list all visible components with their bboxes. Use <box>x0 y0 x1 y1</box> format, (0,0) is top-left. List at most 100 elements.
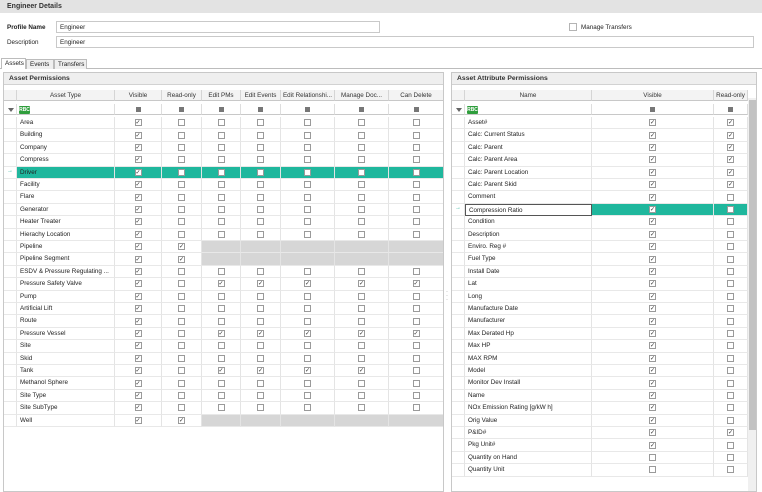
permission-checkbox[interactable]: ✓ <box>134 280 142 288</box>
row-name-cell[interactable]: Calc: Current Status <box>465 129 592 142</box>
row-name-cell[interactable]: ESDV & Pressure Regulating ... <box>17 265 115 279</box>
permission-checkbox[interactable] <box>727 243 734 251</box>
permission-cell[interactable] <box>162 191 202 204</box>
permission-cell[interactable] <box>202 352 241 365</box>
permission-checkbox[interactable] <box>727 404 734 412</box>
permission-cell[interactable]: ✓ <box>202 327 241 341</box>
permission-checkbox[interactable] <box>257 230 264 238</box>
permission-checkbox[interactable] <box>257 218 264 226</box>
filter-cell[interactable] <box>241 104 281 115</box>
permission-checkbox[interactable] <box>217 379 225 387</box>
permission-cell[interactable]: ✓ <box>592 365 714 378</box>
permission-cell[interactable]: ✓ <box>115 166 162 179</box>
permission-checkbox[interactable]: ✓ <box>178 255 185 263</box>
permission-cell[interactable] <box>281 352 335 365</box>
permission-cell[interactable] <box>389 117 443 130</box>
permission-checkbox[interactable] <box>304 267 311 275</box>
permission-checkbox[interactable]: ✓ <box>134 404 142 412</box>
permission-checkbox[interactable] <box>412 168 420 176</box>
permission-checkbox[interactable]: ✓ <box>134 143 142 151</box>
permission-checkbox[interactable]: ✓ <box>358 367 365 375</box>
permission-cell[interactable]: ✓ <box>592 129 714 142</box>
permission-checkbox[interactable] <box>178 230 185 238</box>
permission-cell[interactable] <box>241 166 281 179</box>
row-name-cell[interactable]: Site Type <box>17 389 115 403</box>
row-name-cell[interactable]: Calc: Parent Skid <box>465 179 592 192</box>
permission-cell[interactable] <box>714 389 748 403</box>
permission-checkbox[interactable] <box>412 193 420 201</box>
permission-checkbox[interactable] <box>304 342 311 350</box>
permission-checkbox[interactable] <box>178 305 185 313</box>
permission-cell[interactable] <box>162 315 202 328</box>
permission-cell[interactable]: ✓ <box>592 241 714 254</box>
permission-cell[interactable]: ✓ <box>162 241 202 254</box>
row-name-cell[interactable]: Model <box>465 365 592 378</box>
permission-cell[interactable] <box>389 204 443 217</box>
permission-cell[interactable] <box>241 377 281 390</box>
permission-checkbox[interactable] <box>727 305 734 313</box>
permission-cell[interactable] <box>162 179 202 192</box>
permission-checkbox[interactable] <box>412 230 420 238</box>
permission-checkbox[interactable] <box>257 305 264 313</box>
row-name-cell[interactable]: Max HP <box>465 340 592 353</box>
permission-cell[interactable] <box>281 203 335 217</box>
permission-cell[interactable]: ✓ <box>241 365 281 378</box>
permission-cell[interactable] <box>281 154 335 167</box>
permission-checkbox[interactable] <box>412 119 420 127</box>
permission-cell[interactable] <box>241 191 281 204</box>
filter-checkbox[interactable] <box>413 106 419 112</box>
permission-cell[interactable] <box>335 389 389 403</box>
permission-cell[interactable]: ✓ <box>115 203 162 217</box>
permission-cell[interactable]: ✓ <box>592 154 714 167</box>
permission-checkbox[interactable]: ✓ <box>178 243 185 251</box>
permission-checkbox[interactable]: ✓ <box>304 329 311 337</box>
permission-checkbox[interactable] <box>217 305 225 313</box>
permission-cell[interactable] <box>714 377 748 390</box>
row-name-cell[interactable]: Quantity on Hand <box>465 451 592 465</box>
filter-cell[interactable]: RBC <box>17 104 115 115</box>
permission-checkbox[interactable]: ✓ <box>649 143 656 151</box>
row-name-cell[interactable]: Methanol Sphere <box>17 377 115 390</box>
filter-checkbox[interactable] <box>728 106 733 112</box>
permission-cell[interactable] <box>162 166 202 179</box>
permission-checkbox[interactable] <box>304 292 311 300</box>
permission-checkbox[interactable] <box>358 391 365 399</box>
filter-checkbox[interactable] <box>218 106 224 112</box>
row-name-cell[interactable]: Pressure Vessel <box>17 327 115 341</box>
permission-cell[interactable]: ✓ <box>202 365 241 378</box>
permission-cell[interactable]: ✓ <box>115 241 162 254</box>
permission-cell[interactable] <box>241 265 281 279</box>
permission-checkbox[interactable]: ✓ <box>134 168 142 176</box>
permission-checkbox[interactable] <box>257 292 264 300</box>
permission-cell[interactable] <box>335 352 389 365</box>
row-name-cell[interactable]: Orig Value <box>465 414 592 427</box>
permission-checkbox[interactable] <box>412 391 420 399</box>
permission-checkbox[interactable]: ✓ <box>727 143 734 151</box>
permission-checkbox[interactable] <box>358 168 365 176</box>
row-name-cell[interactable]: Compression Ratio <box>465 203 592 217</box>
permission-cell[interactable] <box>202 179 241 192</box>
permission-cell[interactable] <box>281 303 335 316</box>
permission-cell[interactable] <box>162 352 202 365</box>
permission-checkbox[interactable]: ✓ <box>649 305 656 313</box>
permission-checkbox[interactable] <box>358 292 365 300</box>
permission-checkbox[interactable]: ✓ <box>134 416 142 424</box>
permission-checkbox[interactable] <box>727 218 734 226</box>
permission-cell[interactable]: ✓ <box>592 179 714 192</box>
permission-checkbox[interactable]: ✓ <box>134 379 142 387</box>
permission-checkbox[interactable]: ✓ <box>727 119 734 127</box>
permission-checkbox[interactable]: ✓ <box>649 367 656 375</box>
row-name-cell[interactable]: Artificial Lift <box>17 303 115 316</box>
permission-cell[interactable]: ✓ <box>714 141 748 155</box>
tab-assets[interactable]: Assets <box>1 58 26 69</box>
permission-checkbox[interactable]: ✓ <box>727 181 734 189</box>
permission-checkbox[interactable] <box>727 441 734 449</box>
permission-cell[interactable] <box>202 315 241 328</box>
permission-cell[interactable]: ✓ <box>592 427 714 440</box>
permission-cell[interactable] <box>202 166 241 179</box>
permission-checkbox[interactable] <box>727 280 734 288</box>
permission-checkbox[interactable]: ✓ <box>134 156 142 164</box>
permission-cell[interactable] <box>202 154 241 167</box>
permission-checkbox[interactable]: ✓ <box>304 280 311 288</box>
permission-cell[interactable] <box>714 303 748 316</box>
